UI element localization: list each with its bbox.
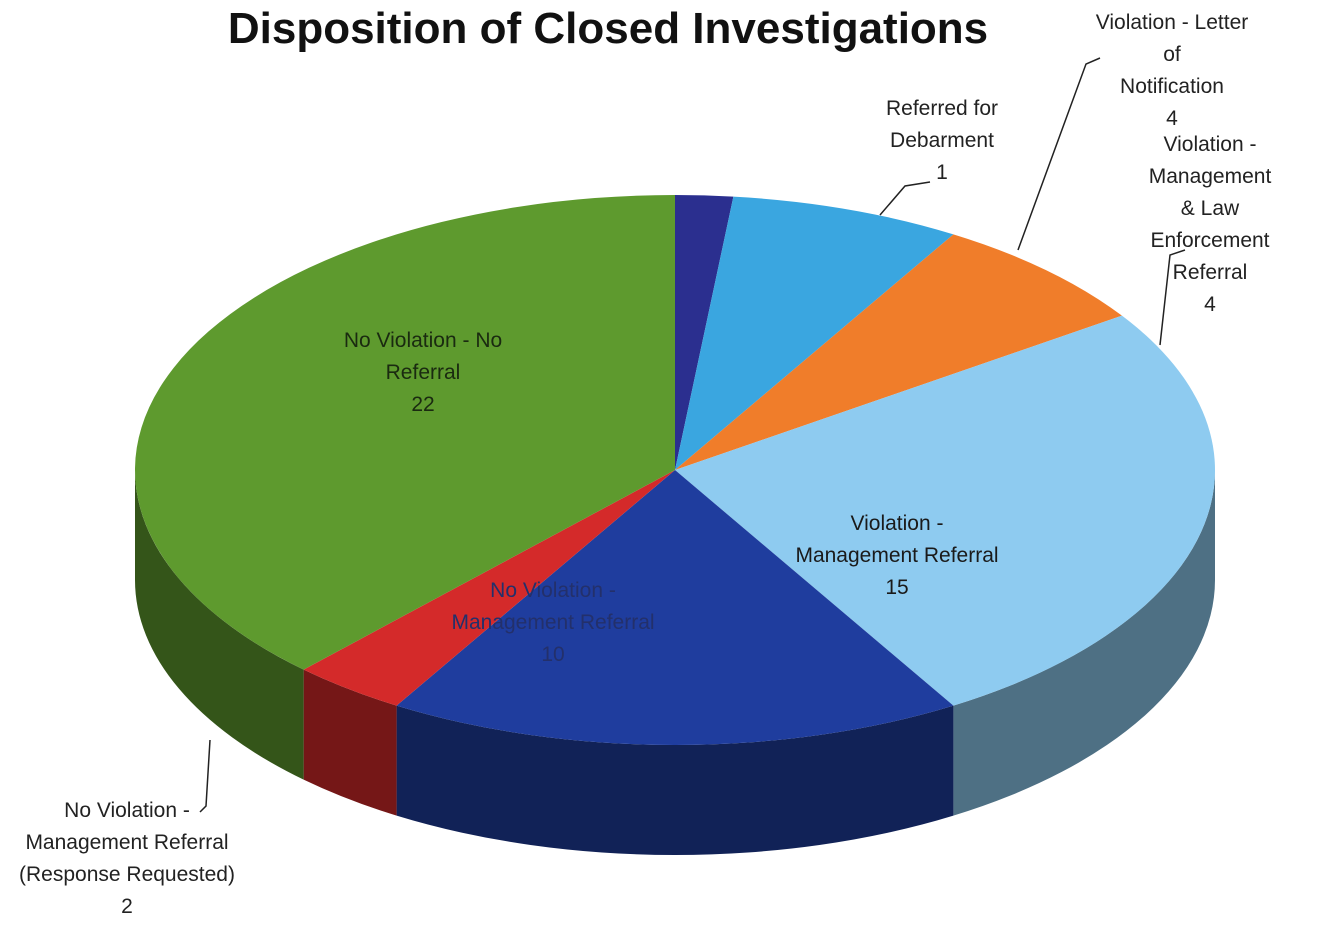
slice (675, 315, 1215, 706)
slice-label: Referred for Debarment 1 (886, 93, 998, 189)
leader-line (199, 739, 211, 813)
label-value: 4 (1166, 107, 1178, 130)
slice (675, 196, 954, 470)
slice-label: No Violation - Management Referral (Resp… (19, 795, 235, 923)
slice-label: Violation - Letter of Notification 4 (1092, 7, 1252, 135)
label-name: No Violation - Management Referral (451, 579, 655, 634)
label-value: 2 (121, 895, 133, 918)
label-value: 10 (541, 643, 565, 666)
slice (675, 195, 734, 470)
leader-line (1017, 57, 1101, 251)
slice (303, 470, 675, 706)
label-name: Referred for Debarment (885, 97, 999, 152)
label-value: 1 (936, 161, 948, 184)
slice-side (953, 470, 1215, 816)
slice (396, 470, 954, 745)
slice-label: No Violation - No Referral 22 (344, 325, 502, 421)
label-value: 22 (411, 393, 435, 416)
leader-line (879, 181, 931, 216)
slice (135, 195, 676, 670)
chart-title: Disposition of Closed Investigations (227, 4, 989, 53)
slice (675, 234, 1122, 470)
slice-side (135, 470, 304, 780)
label-value: 15 (885, 576, 909, 599)
slice-side (303, 669, 397, 816)
label-name: Violation - Letter of Notification (1095, 11, 1249, 98)
label-name: No Violation - Management Referral (Resp… (19, 799, 235, 886)
slice-label: No Violation - Management Referral 10 (451, 575, 654, 671)
slice-label: Violation - Management Referral 15 (795, 508, 998, 604)
pie-sides (135, 470, 1215, 855)
leader-line (1159, 249, 1186, 346)
slice-side (396, 705, 954, 855)
pie-tops (135, 195, 1215, 745)
label-name: Violation - Management & Law Enforcement… (1148, 133, 1272, 284)
label-name: No Violation - No Referral (343, 329, 503, 384)
slice-label: Violation - Management & Law Enforcement… (1149, 129, 1272, 321)
label-value: 4 (1204, 293, 1216, 316)
label-name: Violation - Management Referral (795, 512, 999, 567)
